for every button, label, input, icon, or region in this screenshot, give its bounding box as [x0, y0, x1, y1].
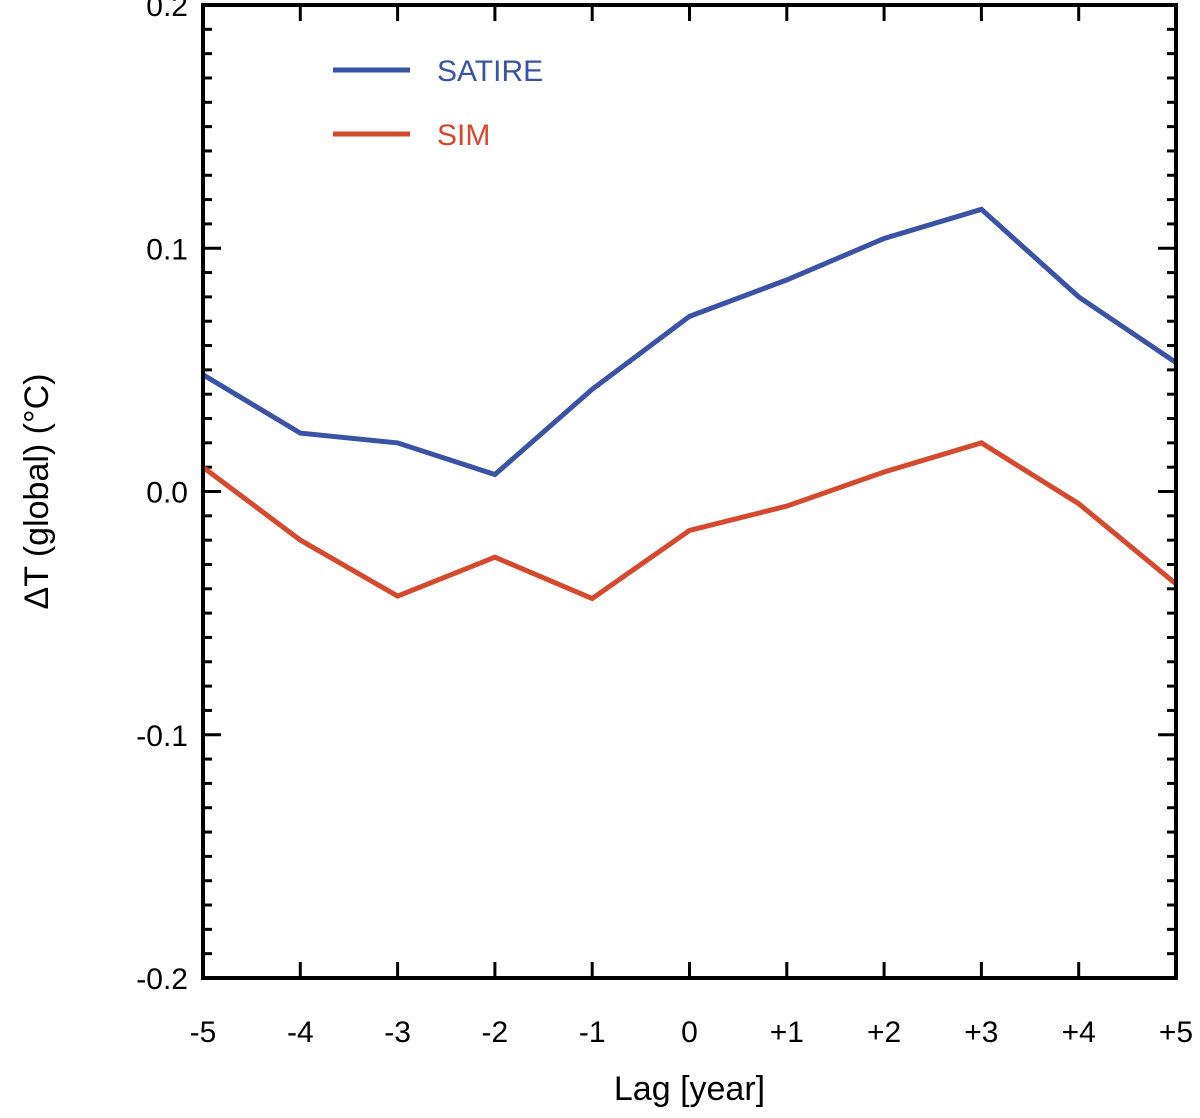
- y-tick-label: -0.1: [136, 720, 188, 753]
- x-tick-label: -2: [482, 1016, 509, 1049]
- x-tick-label: +5: [1159, 1016, 1193, 1049]
- y-tick-labels: -0.2 -0.1 0.0 0.1 0.2: [136, 0, 188, 996]
- series-line-sim: [201, 440, 1178, 602]
- y-tick-label: 0.2: [146, 0, 188, 23]
- axis-ticks: [201, 3, 1178, 980]
- y-tick-label: 0.1: [146, 233, 188, 266]
- x-axis-title: Lag [year]: [614, 1070, 765, 1108]
- y-tick-label: 0.0: [146, 477, 188, 510]
- x-tick-labels: -5 -4 -3 -2 -1 0 +1 +2 +3 +4 +5: [190, 1016, 1193, 1049]
- y-tick-label: -0.2: [136, 963, 188, 996]
- x-tick-label: -4: [287, 1016, 314, 1049]
- series-lines: [201, 206, 1178, 602]
- x-tick-label: +2: [867, 1016, 901, 1049]
- series-line-satire: [201, 206, 1178, 478]
- plot-frame: [201, 3, 1178, 980]
- y-axis-title: ΔT (global) (°C): [18, 374, 56, 610]
- legend-label-satire: SATIRE: [437, 55, 543, 88]
- x-tick-label: -1: [579, 1016, 606, 1049]
- x-tick-label: +1: [770, 1016, 804, 1049]
- x-tick-label: +3: [964, 1016, 998, 1049]
- x-tick-label: -5: [190, 1016, 217, 1049]
- legend: SATIRE SIM: [333, 55, 543, 152]
- legend-label-sim: SIM: [437, 119, 490, 152]
- x-tick-label: 0: [681, 1016, 698, 1049]
- x-tick-label: -3: [384, 1016, 411, 1049]
- x-tick-label: +4: [1062, 1016, 1096, 1049]
